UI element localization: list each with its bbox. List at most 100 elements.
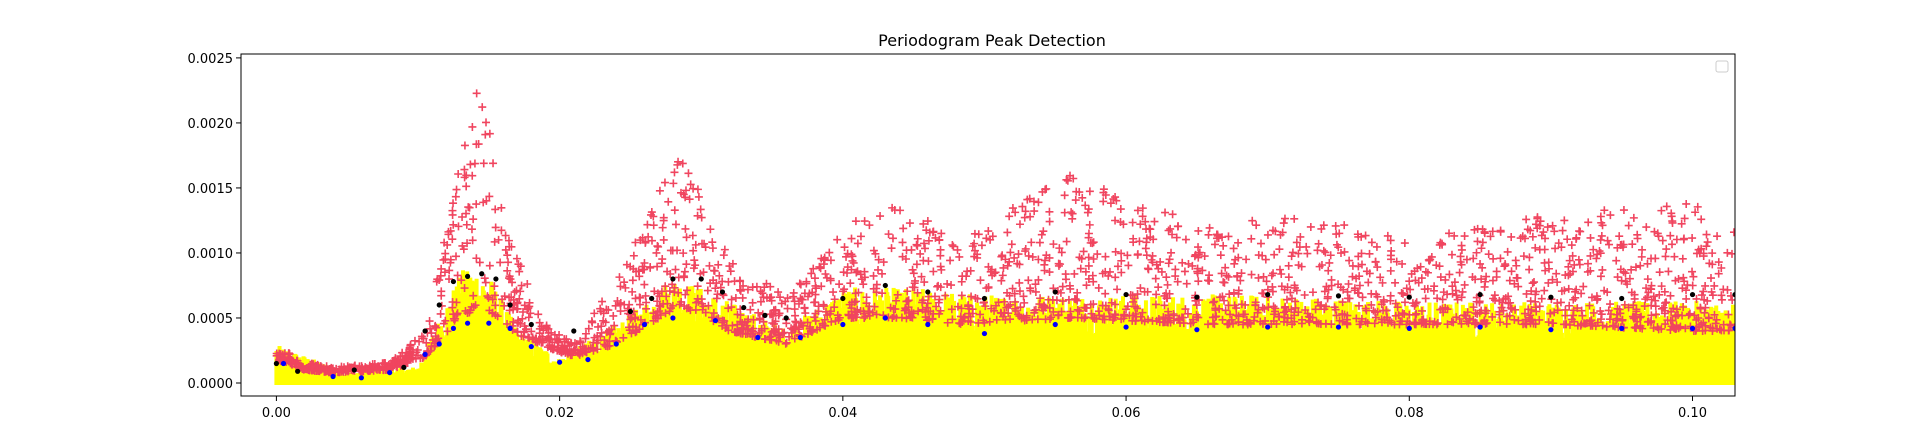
plus-marker [658, 255, 667, 264]
plus-marker [1042, 184, 1051, 193]
plus-marker [554, 337, 563, 346]
plus-marker [1579, 282, 1588, 291]
plus-marker [1482, 272, 1491, 281]
plus-marker [1008, 204, 1017, 213]
plus-marker [1699, 287, 1708, 296]
plus-marker [307, 366, 316, 375]
plus-marker [666, 269, 675, 278]
plus-marker [661, 282, 670, 291]
plus-marker [1519, 320, 1528, 329]
plus-marker [705, 261, 714, 270]
plus-marker [1057, 248, 1066, 257]
plus-marker [903, 297, 912, 306]
plus-marker [513, 304, 522, 313]
blue-dot-marker [450, 325, 457, 331]
plus-marker [1352, 274, 1361, 283]
plus-marker [1282, 295, 1291, 304]
blue-dot-marker [557, 359, 563, 365]
black-dot-marker [698, 276, 704, 282]
plus-marker [285, 349, 294, 358]
plus-marker [1610, 322, 1619, 331]
plus-marker [1146, 233, 1155, 242]
plus-marker [508, 278, 517, 287]
plus-marker [462, 220, 471, 229]
plus-marker [1629, 213, 1638, 222]
plus-marker [884, 230, 893, 239]
plus-marker [1138, 308, 1147, 317]
plus-marker [1484, 250, 1493, 259]
plus-marker [1154, 314, 1163, 323]
plus-marker [1506, 303, 1515, 312]
plus-marker [1553, 278, 1562, 287]
plus-marker [1041, 303, 1050, 312]
plus-marker [483, 292, 492, 301]
plus-marker [1724, 326, 1733, 335]
plus-marker [1210, 297, 1219, 306]
plus-marker [1369, 306, 1378, 315]
plus-marker [460, 141, 469, 150]
plus-marker [1701, 303, 1710, 312]
plus-marker [1020, 213, 1029, 222]
plus-marker [656, 302, 665, 311]
plus-marker [518, 308, 527, 317]
plus-marker [1258, 319, 1267, 328]
blue-dot-marker [1123, 324, 1129, 330]
plus-marker [1649, 324, 1658, 333]
plus-marker [1099, 197, 1108, 206]
plus-marker [1710, 281, 1719, 290]
plus-marker [1039, 227, 1048, 236]
plus-marker [1117, 249, 1126, 258]
plus-marker [1468, 273, 1477, 282]
plus-marker [1628, 312, 1637, 321]
plus-marker [913, 241, 922, 250]
plus-marker [852, 268, 861, 277]
plus-marker [1058, 297, 1067, 306]
plus-marker [1596, 212, 1605, 221]
plus-marker [1071, 295, 1080, 304]
plus-marker [1507, 267, 1516, 276]
plus-marker [794, 299, 803, 308]
plus-marker [718, 321, 727, 330]
plus-marker [1589, 308, 1598, 317]
plus-marker [1526, 297, 1535, 306]
plus-marker [451, 252, 460, 261]
plus-marker [1655, 290, 1664, 299]
plus-marker [1073, 305, 1082, 314]
plus-marker [467, 302, 476, 311]
plus-marker [501, 231, 510, 240]
plus-marker [1682, 286, 1691, 295]
plus-marker [1443, 320, 1452, 329]
plus-marker [1128, 218, 1137, 227]
y-tick-label: 0.0015 [188, 182, 234, 197]
plus-marker [736, 286, 745, 295]
plus-marker [782, 338, 791, 347]
black-dot-marker [1194, 294, 1200, 300]
plus-marker [929, 267, 938, 276]
plus-marker [935, 236, 944, 245]
plus-marker [1062, 237, 1071, 246]
plus-marker [1561, 305, 1570, 314]
plus-marker [1436, 305, 1445, 314]
plus-marker [1269, 269, 1278, 278]
plus-marker [1643, 275, 1652, 284]
plus-marker [1602, 322, 1611, 331]
plus-marker [1596, 249, 1605, 258]
plus-marker [1700, 308, 1709, 317]
plus-marker [1218, 315, 1227, 324]
plus-marker [958, 272, 967, 281]
blue-dot-marker [755, 334, 761, 341]
plus-marker [933, 282, 942, 291]
plus-marker [1710, 310, 1719, 319]
plus-marker [947, 281, 956, 290]
plus-marker [1729, 228, 1735, 237]
plus-marker [1402, 284, 1411, 293]
plus-marker [1657, 282, 1666, 291]
plus-marker [1377, 318, 1386, 327]
plus-marker [677, 188, 686, 197]
plus-marker [1568, 251, 1577, 260]
plus-marker [1163, 280, 1172, 289]
plus-marker [1400, 309, 1409, 318]
plus-marker [1682, 294, 1691, 303]
plus-marker [642, 304, 651, 313]
plus-marker [665, 307, 674, 316]
